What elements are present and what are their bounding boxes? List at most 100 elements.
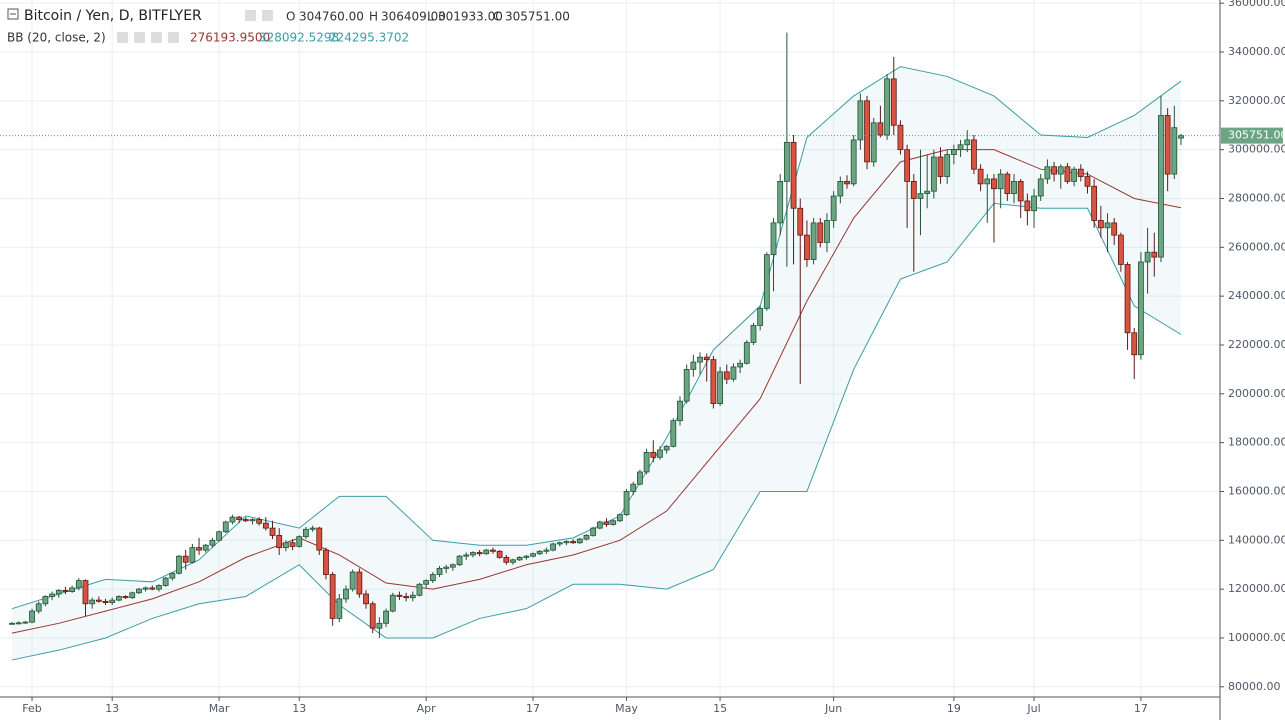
candle-body bbox=[376, 622, 383, 629]
candle-body bbox=[9, 622, 15, 625]
indicator-icon[interactable] bbox=[117, 32, 128, 43]
candle-body bbox=[757, 307, 764, 326]
candle-body bbox=[1077, 168, 1084, 177]
ohlc-value: 305751.00 bbox=[505, 10, 570, 24]
indicator-icon[interactable] bbox=[168, 32, 179, 43]
candle-body bbox=[536, 550, 543, 555]
candle-body bbox=[610, 520, 617, 525]
candle-body bbox=[897, 124, 904, 151]
candle-body bbox=[35, 603, 42, 612]
candle-body bbox=[1111, 222, 1118, 236]
candle-body bbox=[1091, 185, 1098, 221]
candle-body bbox=[1124, 264, 1131, 334]
candle-body bbox=[109, 599, 116, 603]
candle-body bbox=[677, 400, 683, 422]
settings-icon[interactable] bbox=[245, 10, 256, 21]
settings-icon[interactable] bbox=[262, 10, 273, 21]
candle-body bbox=[196, 547, 202, 551]
y-tick-label: 260000.00 bbox=[1228, 240, 1285, 253]
candles bbox=[0, 32, 1220, 638]
candle-body bbox=[102, 600, 109, 603]
candle-body bbox=[917, 193, 924, 199]
ohlc-letter: C bbox=[493, 10, 501, 24]
y-tick-label: 140000.00 bbox=[1228, 533, 1285, 546]
candle-body bbox=[750, 325, 757, 343]
candle-body bbox=[169, 572, 176, 579]
y-tick-label: 120000.00 bbox=[1228, 582, 1285, 595]
candle-body bbox=[950, 149, 957, 155]
candle-body bbox=[303, 528, 309, 538]
candle-body bbox=[550, 543, 556, 551]
collapse-icon[interactable] bbox=[7, 8, 19, 20]
candle-body bbox=[256, 519, 263, 524]
candle-body bbox=[596, 521, 603, 529]
axes: 80000.00 100000.00 120000.00 140000.00 16000… bbox=[22, 0, 1285, 715]
candle-body bbox=[1164, 115, 1171, 175]
candle-body bbox=[590, 527, 597, 536]
candle-body bbox=[1017, 181, 1024, 202]
candle-body bbox=[29, 610, 35, 623]
candle-body bbox=[149, 587, 156, 590]
y-tick-label: 300000.00 bbox=[1228, 143, 1285, 156]
candle-body bbox=[282, 542, 289, 549]
candle-body bbox=[309, 527, 316, 530]
candle-body bbox=[269, 527, 276, 536]
candle-body bbox=[844, 181, 850, 185]
candle-body bbox=[82, 580, 89, 605]
x-tick-label: Feb bbox=[22, 702, 41, 715]
candle-body bbox=[870, 122, 877, 163]
candle-body bbox=[49, 593, 55, 597]
candle-body bbox=[723, 371, 730, 380]
ohlc-letter: L bbox=[427, 10, 434, 24]
candle-body bbox=[503, 556, 510, 563]
candle-body bbox=[1117, 234, 1124, 265]
candle-body bbox=[129, 592, 136, 599]
candle-body bbox=[490, 549, 496, 552]
candle-body bbox=[343, 588, 349, 600]
candle-body bbox=[910, 181, 917, 199]
candle-body bbox=[483, 549, 490, 555]
candle-body bbox=[543, 549, 550, 552]
x-tick-label: 17 bbox=[526, 702, 540, 715]
candle-body bbox=[423, 580, 430, 585]
candle-body bbox=[763, 254, 770, 309]
candle-body bbox=[1004, 173, 1011, 195]
candle-body bbox=[463, 554, 470, 557]
candle-body bbox=[510, 559, 516, 563]
x-tick-label: May bbox=[615, 702, 638, 715]
x-tick-label: Apr bbox=[417, 702, 437, 715]
candle-body bbox=[416, 583, 423, 596]
x-tick-label: 13 bbox=[292, 702, 306, 715]
candle-body bbox=[1104, 222, 1111, 229]
candle-body bbox=[470, 552, 476, 556]
candle-body bbox=[556, 542, 563, 545]
candle-body bbox=[349, 571, 356, 590]
candle-body bbox=[229, 516, 236, 523]
candle-body bbox=[884, 78, 890, 136]
candle-body bbox=[122, 596, 129, 599]
candle-body bbox=[69, 587, 76, 592]
candle-body bbox=[1057, 166, 1064, 175]
candle-body bbox=[1031, 195, 1037, 212]
ohlc-value: 304760.00 bbox=[299, 10, 364, 24]
y-tick-label: 220000.00 bbox=[1228, 338, 1285, 351]
bollinger-bands bbox=[11, 66, 1182, 661]
candle-body bbox=[1024, 200, 1031, 212]
candle-body bbox=[443, 566, 450, 569]
candle-body bbox=[697, 356, 703, 363]
candle-body bbox=[176, 555, 182, 574]
candle-body bbox=[276, 535, 283, 549]
candle-body bbox=[356, 571, 363, 595]
candle-body bbox=[904, 149, 911, 182]
candle-body bbox=[583, 535, 590, 540]
ohlc-letter: H bbox=[369, 10, 378, 24]
candle-body bbox=[777, 181, 784, 224]
x-tick-label: 17 bbox=[1134, 702, 1148, 715]
candle-body bbox=[242, 519, 249, 522]
candle-body bbox=[603, 521, 610, 525]
indicator-icon[interactable] bbox=[151, 32, 162, 43]
candle-body bbox=[930, 156, 937, 192]
indicator-icon[interactable] bbox=[134, 32, 145, 43]
candle-body bbox=[770, 222, 777, 256]
